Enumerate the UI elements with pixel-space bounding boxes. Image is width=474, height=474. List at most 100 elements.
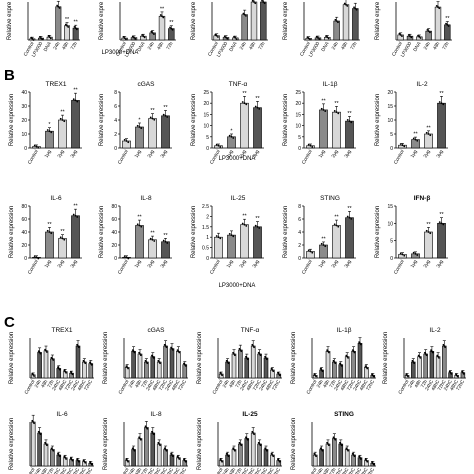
significance-label: ** [439,91,444,97]
y-tick-label: 2.5 [202,204,209,210]
y-axis-label: Relative expression [99,206,105,258]
x-tick-label: 2μg [146,149,155,159]
significance-label: ** [347,111,352,117]
data-point [350,218,353,220]
y-tick-label: 0 [206,146,209,152]
y-tick-label: 0 [390,256,393,262]
significance-label: ** [439,212,444,218]
y-axis-label: Relative expre [191,1,197,40]
chart-title: STING [334,411,354,418]
x-tick-label: 48hC [246,467,257,474]
data-point [425,131,428,134]
x-tick-label: 24h [239,41,248,51]
y-tick-label: 5 [390,239,393,245]
data-point [414,138,417,141]
data-point [262,1,265,3]
data-point [223,35,226,38]
y-tick-label: 4 [298,230,301,236]
data-point [61,119,64,121]
data-point [123,37,126,39]
y-axis-label: Relative expression [291,418,297,470]
bar [319,449,324,467]
data-point [320,242,323,245]
data-point [412,137,415,140]
chart-b7: IL-8 Relative expression 0 20 40 60 80 Control *… [99,195,172,275]
chart-a4: Relative expreControlLP3000DNA24h**48h**… [283,0,360,58]
x-tick-label: 48h [340,41,349,51]
x-tick-label: Control [117,259,130,275]
y-tick-label: 25 [203,90,209,96]
data-point [419,37,422,39]
data-point [324,110,327,113]
data-point [75,28,78,31]
data-point [315,35,318,38]
bar [150,356,156,379]
data-point [413,362,416,365]
significance-label: * [230,128,233,134]
data-point [90,363,93,366]
bar [156,361,162,379]
data-point [366,460,369,463]
x-tick-label: 24hC [145,467,156,474]
data-point [307,37,310,40]
data-point [438,7,441,10]
x-tick-label: Control [306,467,319,474]
data-point [159,362,161,365]
x-tick-label: 72h [46,467,55,474]
chart-title: IFN-β [414,195,431,202]
bar [306,251,315,259]
x-tick-label: Control [301,149,314,165]
data-point [251,0,254,2]
data-point [414,252,417,255]
data-point [48,130,51,133]
data-point [442,103,445,106]
bar [345,217,354,259]
data-point [151,238,154,241]
x-tick-label: Control [27,149,40,165]
x-tick-label: 72hC [271,467,282,474]
bar [227,136,236,149]
data-point [50,131,53,134]
data-point [334,438,337,441]
data-point [261,0,263,2]
data-point [59,236,62,239]
bar [144,361,149,379]
data-point [348,120,351,123]
x-tick-label: 72hC [455,379,466,392]
data-point [353,455,356,458]
data-point [234,36,237,39]
x-tick-label: 48hC [58,379,69,392]
y-tick-label: 80 [21,204,27,210]
bar [250,1,258,41]
data-point [327,444,330,447]
data-point [243,13,246,16]
data-point [350,121,353,124]
y-tick-label: 0.5 [202,246,209,252]
x-tick-label: 24hC [352,467,363,474]
data-point [315,375,317,378]
x-tick-label: 48hC [430,379,441,392]
data-point [438,221,441,224]
data-point [35,145,38,148]
x-tick-label: 48hC [340,467,351,474]
y-tick-label: 15 [387,104,393,110]
data-point [446,23,449,26]
data-point [320,107,323,110]
data-point [74,99,77,102]
data-point [258,227,261,229]
data-point [143,36,146,39]
data-point [354,7,357,10]
x-tick-label: 3μg [343,149,352,159]
x-tick-label: 72hC [346,467,357,474]
y-axis-label: Relative expre [99,1,105,40]
data-point [246,438,249,441]
significance-label: ** [73,88,78,94]
x-tick-label: 72h [140,379,149,389]
data-point [462,372,465,375]
y-axis-label: Relative expression [375,206,381,258]
data-point [146,427,149,430]
x-tick-label: 1μg [317,149,326,159]
data-point [221,460,223,463]
